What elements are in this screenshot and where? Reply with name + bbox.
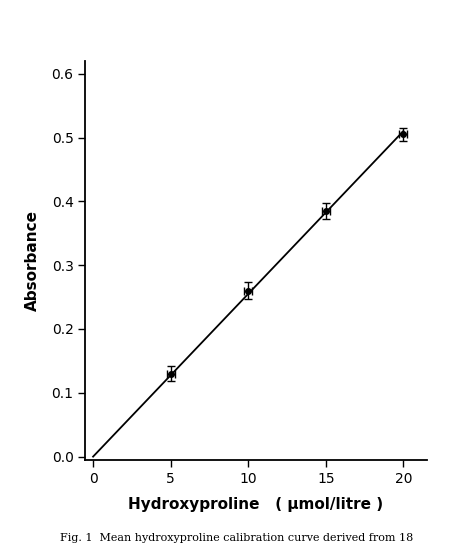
X-axis label: Hydroxyproline   ( μmol/litre ): Hydroxyproline ( μmol/litre ): [128, 497, 383, 512]
Text: Fig. 1  Mean hydroxyproline calibration curve derived from 18: Fig. 1 Mean hydroxyproline calibration c…: [60, 533, 414, 543]
Y-axis label: Absorbance: Absorbance: [26, 210, 40, 311]
